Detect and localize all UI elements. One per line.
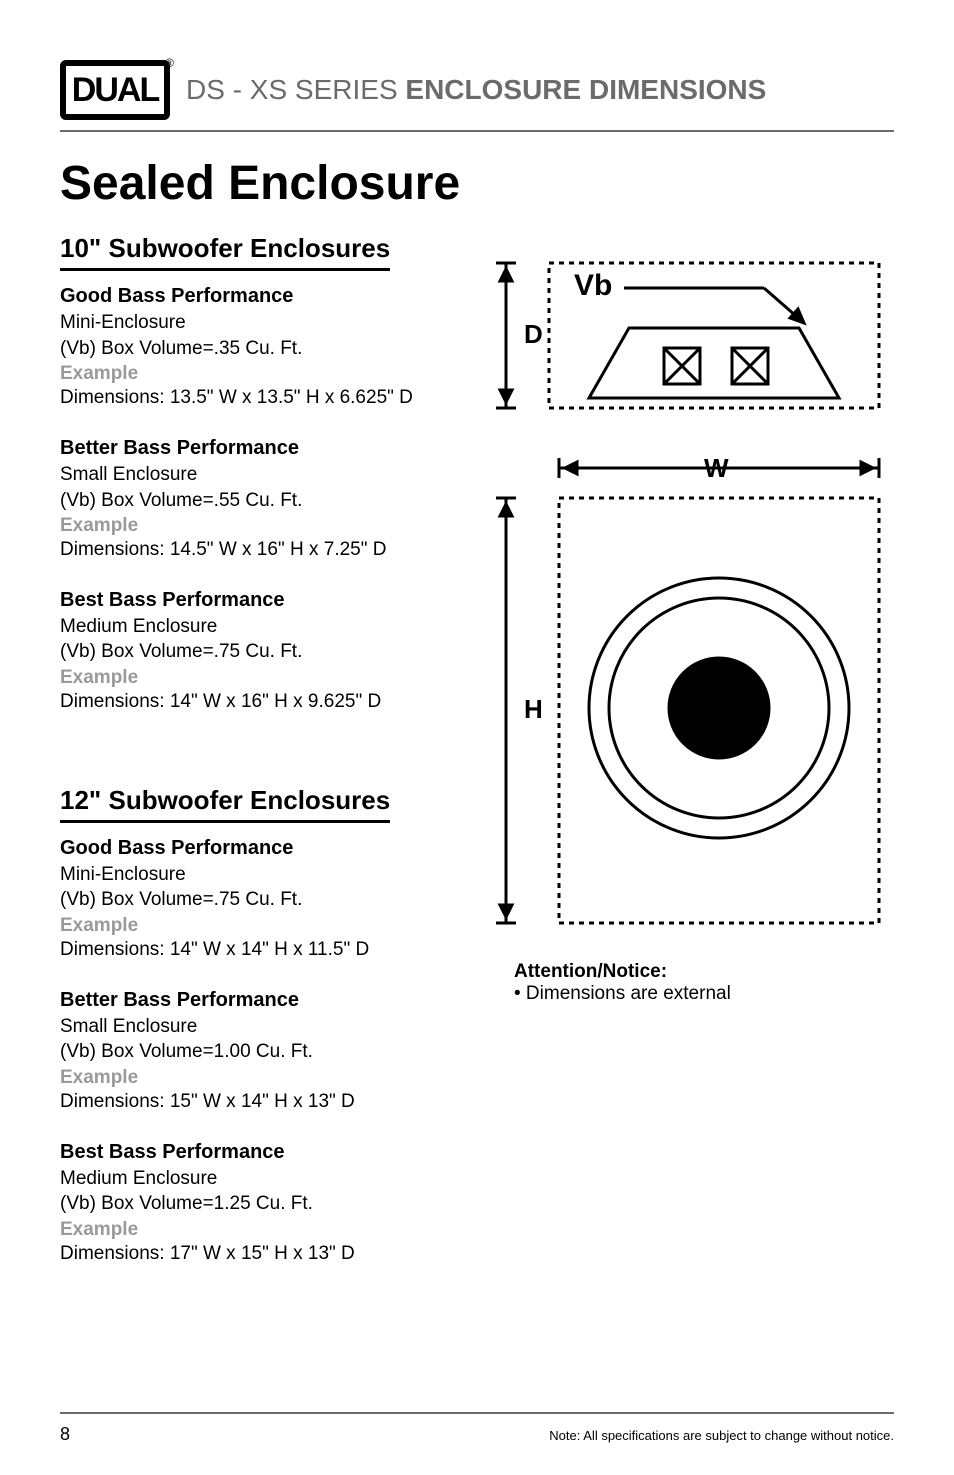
example-label: Example	[60, 1219, 444, 1241]
footer: 8 Note: All specifications are subject t…	[60, 1412, 894, 1445]
perf-label: Good Bass Performance	[60, 285, 444, 308]
logo-text: DUAL	[72, 73, 158, 107]
spec-10-good: Good Bass Performance Mini-Enclosure (Vb…	[60, 285, 444, 411]
example-label: Example	[60, 915, 444, 937]
brand-logo: DUAL ®	[60, 60, 170, 120]
footer-note: Note: All specifications are subject to …	[549, 1428, 894, 1443]
example-label: Example	[60, 515, 444, 537]
box-volume: (Vb) Box Volume=.35 Cu. Ft.	[60, 336, 444, 362]
perf-label: Good Bass Performance	[60, 837, 444, 860]
dimensions: Dimensions: 13.5" W x 13.5" H x 6.625" D	[60, 385, 444, 411]
enclosure-type: Medium Enclosure	[60, 1166, 444, 1192]
spec-12-good: Good Bass Performance Mini-Enclosure (Vb…	[60, 837, 444, 963]
attention-notice: Attention/Notice: • Dimensions are exter…	[514, 961, 894, 1005]
w-label: W	[704, 453, 729, 483]
page-title: Sealed Enclosure	[60, 156, 894, 211]
attention-title: Attention/Notice:	[514, 961, 894, 983]
section-12: 12" Subwoofer Enclosures Good Bass Perfo…	[60, 785, 444, 1267]
spec-10-best: Best Bass Performance Medium Enclosure (…	[60, 589, 444, 715]
example-label: Example	[60, 667, 444, 689]
enclosure-type: Mini-Enclosure	[60, 310, 444, 336]
diagram-column: D Vb	[484, 233, 894, 1293]
spec-12-better: Better Bass Performance Small Enclosure …	[60, 989, 444, 1115]
diagram-side-view: D Vb	[484, 233, 894, 423]
box-volume: (Vb) Box Volume=1.00 Cu. Ft.	[60, 1039, 444, 1065]
diagram-front-view: W H	[484, 443, 894, 943]
enclosure-type: Small Enclosure	[60, 462, 444, 488]
attention-line: • Dimensions are external	[514, 983, 894, 1005]
h-label: H	[524, 694, 543, 724]
perf-label: Best Bass Performance	[60, 589, 444, 612]
dimensions: Dimensions: 17" W x 15" H x 13" D	[60, 1241, 444, 1267]
perf-label: Best Bass Performance	[60, 1141, 444, 1164]
dimensions: Dimensions: 14" W x 14" H x 11.5" D	[60, 937, 444, 963]
enclosure-type: Small Enclosure	[60, 1014, 444, 1040]
dimensions: Dimensions: 14.5" W x 16" H x 7.25" D	[60, 537, 444, 563]
header-divider	[60, 130, 894, 132]
spec-10-better: Better Bass Performance Small Enclosure …	[60, 437, 444, 563]
example-label: Example	[60, 363, 444, 385]
enclosure-type: Mini-Enclosure	[60, 862, 444, 888]
footer-divider	[60, 1412, 894, 1414]
series-light: DS - XS SERIES	[186, 74, 405, 105]
footer-row: 8 Note: All specifications are subject t…	[60, 1424, 894, 1445]
box-volume: (Vb) Box Volume=.75 Cu. Ft.	[60, 887, 444, 913]
perf-label: Better Bass Performance	[60, 437, 444, 460]
dimensions: Dimensions: 15" W x 14" H x 13" D	[60, 1089, 444, 1115]
spec-12-best: Best Bass Performance Medium Enclosure (…	[60, 1141, 444, 1267]
left-column: 10" Subwoofer Enclosures Good Bass Perfo…	[60, 233, 444, 1293]
page-number: 8	[60, 1424, 70, 1445]
box-volume: (Vb) Box Volume=.55 Cu. Ft.	[60, 488, 444, 514]
registered-icon: ®	[165, 56, 174, 70]
header: DUAL ® DS - XS SERIES ENCLOSURE DIMENSIO…	[60, 60, 894, 120]
d-label: D	[524, 319, 543, 349]
section-12-heading: 12" Subwoofer Enclosures	[60, 785, 390, 823]
box-volume: (Vb) Box Volume=.75 Cu. Ft.	[60, 639, 444, 665]
enclosure-type: Medium Enclosure	[60, 614, 444, 640]
series-bold: ENCLOSURE DIMENSIONS	[405, 74, 766, 105]
box-volume: (Vb) Box Volume=1.25 Cu. Ft.	[60, 1191, 444, 1217]
perf-label: Better Bass Performance	[60, 989, 444, 1012]
example-label: Example	[60, 1067, 444, 1089]
series-title: DS - XS SERIES ENCLOSURE DIMENSIONS	[186, 74, 766, 106]
dimensions: Dimensions: 14" W x 16" H x 9.625" D	[60, 689, 444, 715]
section-10-heading: 10" Subwoofer Enclosures	[60, 233, 390, 271]
vb-label: Vb	[574, 269, 612, 302]
content-area: 10" Subwoofer Enclosures Good Bass Perfo…	[60, 233, 894, 1293]
